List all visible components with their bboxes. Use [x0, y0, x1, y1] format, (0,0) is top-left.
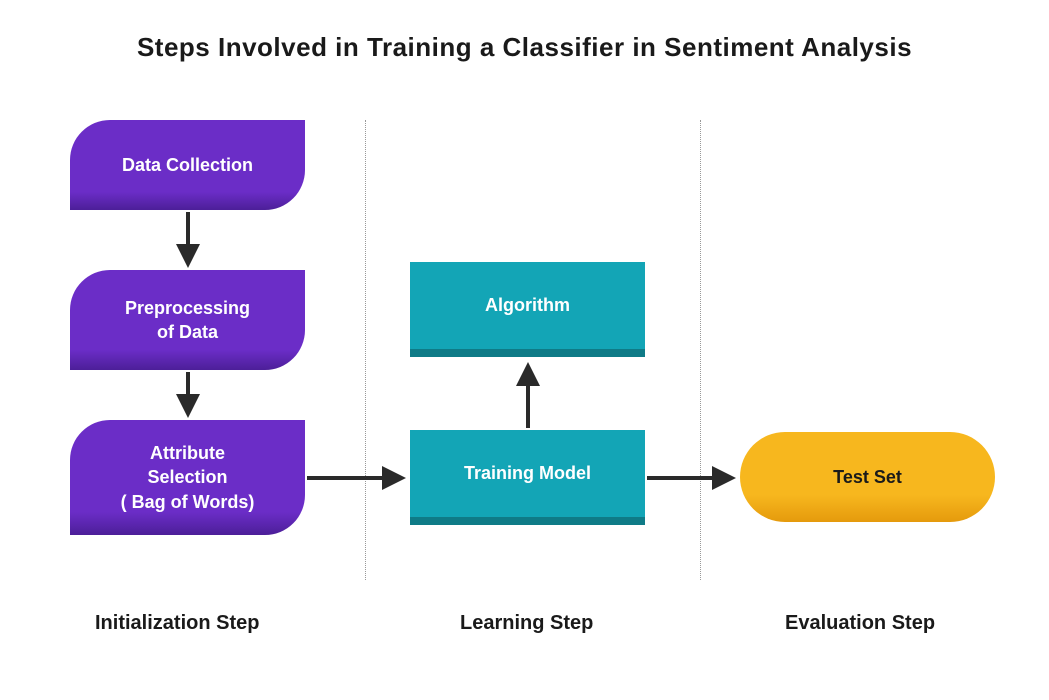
node-label: Preprocessing of Data — [125, 296, 250, 345]
divider-2 — [700, 120, 701, 580]
node-data-collection: Data Collection — [70, 120, 305, 210]
arrow-down-1 — [178, 212, 198, 268]
section-label-learning: Learning Step — [460, 612, 593, 635]
node-attribute-selection: Attribute Selection ( Bag of Words) — [70, 420, 305, 535]
node-training-model: Training Model — [410, 430, 645, 525]
node-label: Test Set — [833, 465, 902, 489]
node-label: Training Model — [464, 461, 591, 485]
arrow-down-2 — [178, 372, 198, 418]
node-label: Data Collection — [122, 153, 253, 177]
node-label: Algorithm — [485, 293, 570, 317]
node-test-set: Test Set — [740, 432, 995, 522]
page-title: Steps Involved in Training a Classifier … — [0, 32, 1049, 63]
node-algorithm: Algorithm — [410, 262, 645, 357]
arrow-right-2 — [647, 468, 736, 488]
node-preprocessing: Preprocessing of Data — [70, 270, 305, 370]
node-label: Attribute Selection ( Bag of Words) — [121, 441, 255, 514]
section-label-initialization: Initialization Step — [95, 612, 259, 635]
arrow-right-1 — [307, 468, 406, 488]
section-label-evaluation: Evaluation Step — [785, 612, 935, 635]
divider-1 — [365, 120, 366, 580]
arrow-up-1 — [518, 362, 538, 428]
